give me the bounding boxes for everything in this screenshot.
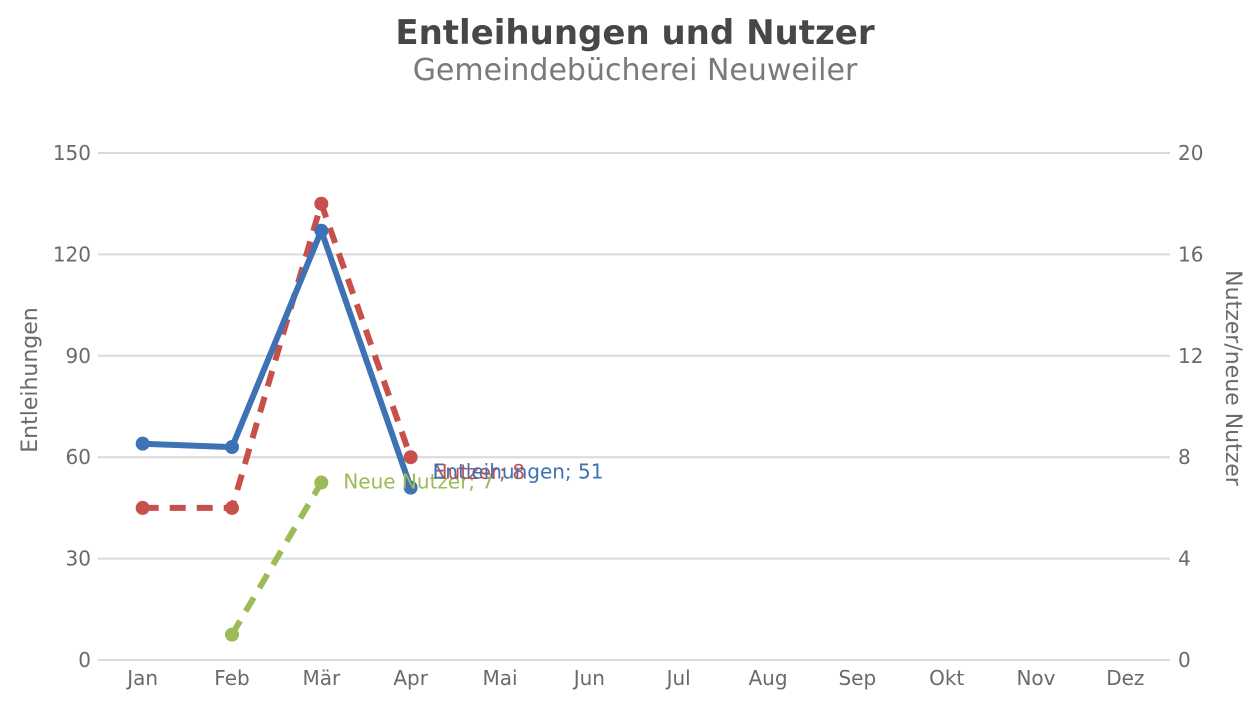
data-point-nutzer	[225, 500, 239, 515]
series-line-neue-nutzer	[229, 481, 324, 637]
y-right-tick-label: 16	[1178, 242, 1203, 266]
data-label-neue-nutzer: Neue Nutzer; 7	[343, 470, 494, 494]
y-left-tick-label: 30	[66, 547, 91, 571]
x-tick-label: Dez	[1106, 666, 1144, 690]
x-tick-label: Sep	[838, 666, 876, 690]
y-right-axis-title: Nutzer/neue Nutzer	[1220, 270, 1245, 487]
data-point-neue-nutzer	[225, 627, 239, 642]
tick-labels: 0 30 60 90 120 150 0 4 8 12 16 20 Jan Feb Mär Apr Mai Jun…	[53, 141, 1204, 690]
x-tick-label: Jan	[125, 666, 158, 690]
x-tick-label: Jul	[665, 666, 691, 690]
data-point-nutzer	[135, 500, 150, 515]
x-tick-label: Okt	[929, 666, 964, 690]
x-tick-label: Nov	[1016, 666, 1055, 690]
data-point-entleihungen	[314, 223, 329, 238]
data-point-entleihungen	[135, 436, 150, 451]
y-left-tick-label: 60	[66, 445, 91, 469]
y-right-tick-label: 8	[1178, 445, 1191, 469]
y-left-tick-label: 0	[78, 648, 91, 672]
y-left-tick-label: 120	[53, 242, 91, 266]
x-tick-label: Jun	[572, 666, 605, 690]
chart-subtitle: Gemeindebücherei Neuweiler	[413, 53, 858, 88]
x-tick-label: Feb	[214, 666, 249, 690]
series-lines	[135, 196, 418, 642]
data-point-entleihungen	[403, 480, 418, 495]
y-left-tick-label: 150	[53, 141, 91, 165]
data-point-nutzer	[403, 450, 418, 465]
data-point-entleihungen	[225, 440, 239, 455]
data-point-nutzer	[314, 196, 329, 211]
data-point-neue-nutzer	[314, 475, 329, 490]
x-tick-label: Apr	[393, 666, 428, 690]
y-left-axis-title: Entleihungen	[18, 307, 43, 453]
y-right-tick-label: 20	[1178, 141, 1203, 165]
series-line-entleihungen	[142, 227, 414, 489]
chart-title: Entleihungen und Nutzer	[395, 13, 874, 53]
x-tick-label: Mai	[482, 666, 517, 690]
y-right-tick-label: 4	[1178, 547, 1191, 571]
x-tick-label: Mär	[302, 666, 341, 690]
data-label-nutzer: Nutzer; 8	[433, 460, 525, 484]
y-right-tick-label: 12	[1178, 344, 1203, 368]
x-tick-label: Aug	[748, 666, 787, 690]
y-right-tick-label: 0	[1178, 648, 1191, 672]
data-label-entleihungen: Entleihungen; 51	[433, 460, 604, 484]
y-left-tick-label: 90	[66, 344, 91, 368]
series-line-nutzer	[142, 200, 414, 511]
